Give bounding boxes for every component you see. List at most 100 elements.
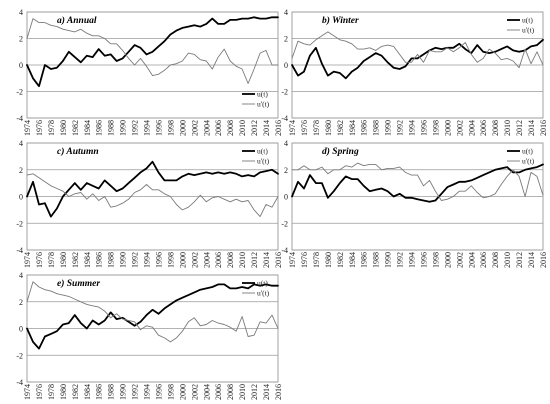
x-tick-label: 2016 — [539, 252, 548, 268]
x-tick-label: 1978 — [47, 120, 56, 136]
x-tick-label: 2006 — [479, 252, 488, 268]
x-tick-label: 1976 — [300, 252, 309, 268]
legend-label: u'(t) — [522, 157, 535, 166]
y-tick-label: 2 — [19, 35, 23, 44]
y-tick-label: -4 — [16, 378, 23, 387]
x-tick-label: 1986 — [360, 252, 369, 268]
x-tick-label: 1992 — [131, 384, 140, 400]
series-line-u-prime — [26, 281, 279, 343]
x-tick-label: 1992 — [131, 252, 140, 268]
x-tick-label: 2008 — [226, 252, 235, 268]
y-tick-label: 2 — [284, 166, 288, 175]
series-line-u — [26, 160, 279, 218]
x-tick-label: 1980 — [324, 120, 333, 136]
x-tick-label: 1988 — [372, 120, 381, 136]
x-tick-label: 2016 — [274, 384, 283, 400]
x-tick-label: 2008 — [226, 120, 235, 136]
x-tick-label: 2002 — [455, 252, 464, 268]
x-tick-label: 1978 — [312, 120, 321, 136]
x-tick-label: 2004 — [467, 252, 476, 268]
x-tick-label: 1976 — [300, 120, 309, 136]
x-tick-label: 1988 — [107, 120, 116, 136]
y-tick-label: -2 — [16, 219, 23, 228]
x-tick-label: 1982 — [336, 252, 345, 268]
y-tick-label: 4 — [284, 139, 288, 148]
series-line-u-prime — [291, 31, 544, 69]
x-tick-label: 1990 — [119, 120, 128, 136]
y-tick-label: -4 — [16, 114, 23, 123]
x-tick-label: 2000 — [443, 120, 452, 136]
series-line-u — [26, 283, 279, 350]
x-tick-label: 2006 — [214, 120, 223, 136]
x-tick-label: 2010 — [503, 120, 512, 136]
x-tick-label: 2012 — [250, 384, 259, 400]
x-tick-label: 2004 — [202, 384, 211, 400]
x-tick-label: 1986 — [360, 120, 369, 136]
x-tick-label: 1984 — [348, 252, 357, 268]
x-tick-label: 1988 — [372, 252, 381, 268]
legend: u(t)u'(t) — [242, 90, 270, 109]
x-tick-label: 1978 — [47, 252, 56, 268]
x-tick-label: 1984 — [83, 252, 92, 268]
legend-label: u(t) — [257, 90, 268, 99]
x-tick-label: 2002 — [190, 252, 199, 268]
y-tick-label: 2 — [284, 35, 288, 44]
y-tick-label: 2 — [19, 166, 23, 175]
y-tick-label: -2 — [16, 88, 23, 97]
x-tick-label: 2014 — [527, 120, 536, 136]
legend-label: u(t) — [522, 147, 533, 156]
x-tick-label: 1998 — [166, 252, 175, 268]
x-tick-label: 1980 — [59, 384, 68, 400]
series-line-u — [26, 16, 279, 88]
series-line-u-prime — [26, 18, 279, 84]
legend-label: u(t) — [522, 16, 533, 25]
y-tick-label: 0 — [284, 61, 288, 70]
x-tick-label: 1978 — [47, 384, 56, 400]
x-tick-label: 1996 — [154, 120, 163, 136]
x-tick-label: 2008 — [491, 120, 500, 136]
x-tick-label: 1980 — [59, 252, 68, 268]
x-tick-label: 1990 — [384, 120, 393, 136]
x-tick-label: 1980 — [59, 120, 68, 136]
x-tick-label: 1998 — [431, 252, 440, 268]
x-tick-label: 1974 — [288, 252, 297, 268]
x-tick-label: 2008 — [226, 384, 235, 400]
y-tick-label: 0 — [19, 325, 23, 334]
x-tick-label: 1980 — [324, 252, 333, 268]
y-tick-label: 4 — [284, 8, 288, 17]
x-tick-label: 1996 — [419, 120, 428, 136]
x-tick-label: 2008 — [491, 252, 500, 268]
x-tick-label: 2006 — [214, 384, 223, 400]
x-tick-label: 2012 — [515, 120, 524, 136]
y-tick-label: 4 — [19, 139, 23, 148]
x-tick-label: 2004 — [467, 120, 476, 136]
x-tick-label: 2016 — [539, 120, 548, 136]
y-tick-label: -4 — [281, 246, 288, 255]
x-tick-label: 2012 — [515, 252, 524, 268]
x-tick-label: 1996 — [154, 252, 163, 268]
x-tick-label: 2000 — [443, 252, 452, 268]
x-tick-label: 1994 — [408, 252, 417, 268]
y-tick-label: 0 — [19, 193, 23, 202]
x-tick-label: 2004 — [202, 252, 211, 268]
x-tick-label: 1990 — [119, 384, 128, 400]
y-tick-label: 4 — [19, 271, 23, 280]
x-tick-label: 1982 — [71, 252, 80, 268]
x-tick-label: 1984 — [83, 384, 92, 400]
x-tick-label: 1994 — [408, 120, 417, 136]
legend-label: u'(t) — [257, 157, 270, 166]
legend-label: u(t) — [257, 279, 268, 288]
x-tick-label: 2016 — [274, 252, 283, 268]
x-tick-label: 1978 — [312, 252, 321, 268]
x-tick-label: 1982 — [71, 384, 80, 400]
x-tick-label: 2014 — [527, 252, 536, 268]
legend: u(t)u'(t) — [507, 147, 535, 166]
y-tick-label: -2 — [281, 88, 288, 97]
panel-title: a) Annual — [57, 15, 97, 26]
panel-title: e) Summer — [57, 278, 100, 289]
